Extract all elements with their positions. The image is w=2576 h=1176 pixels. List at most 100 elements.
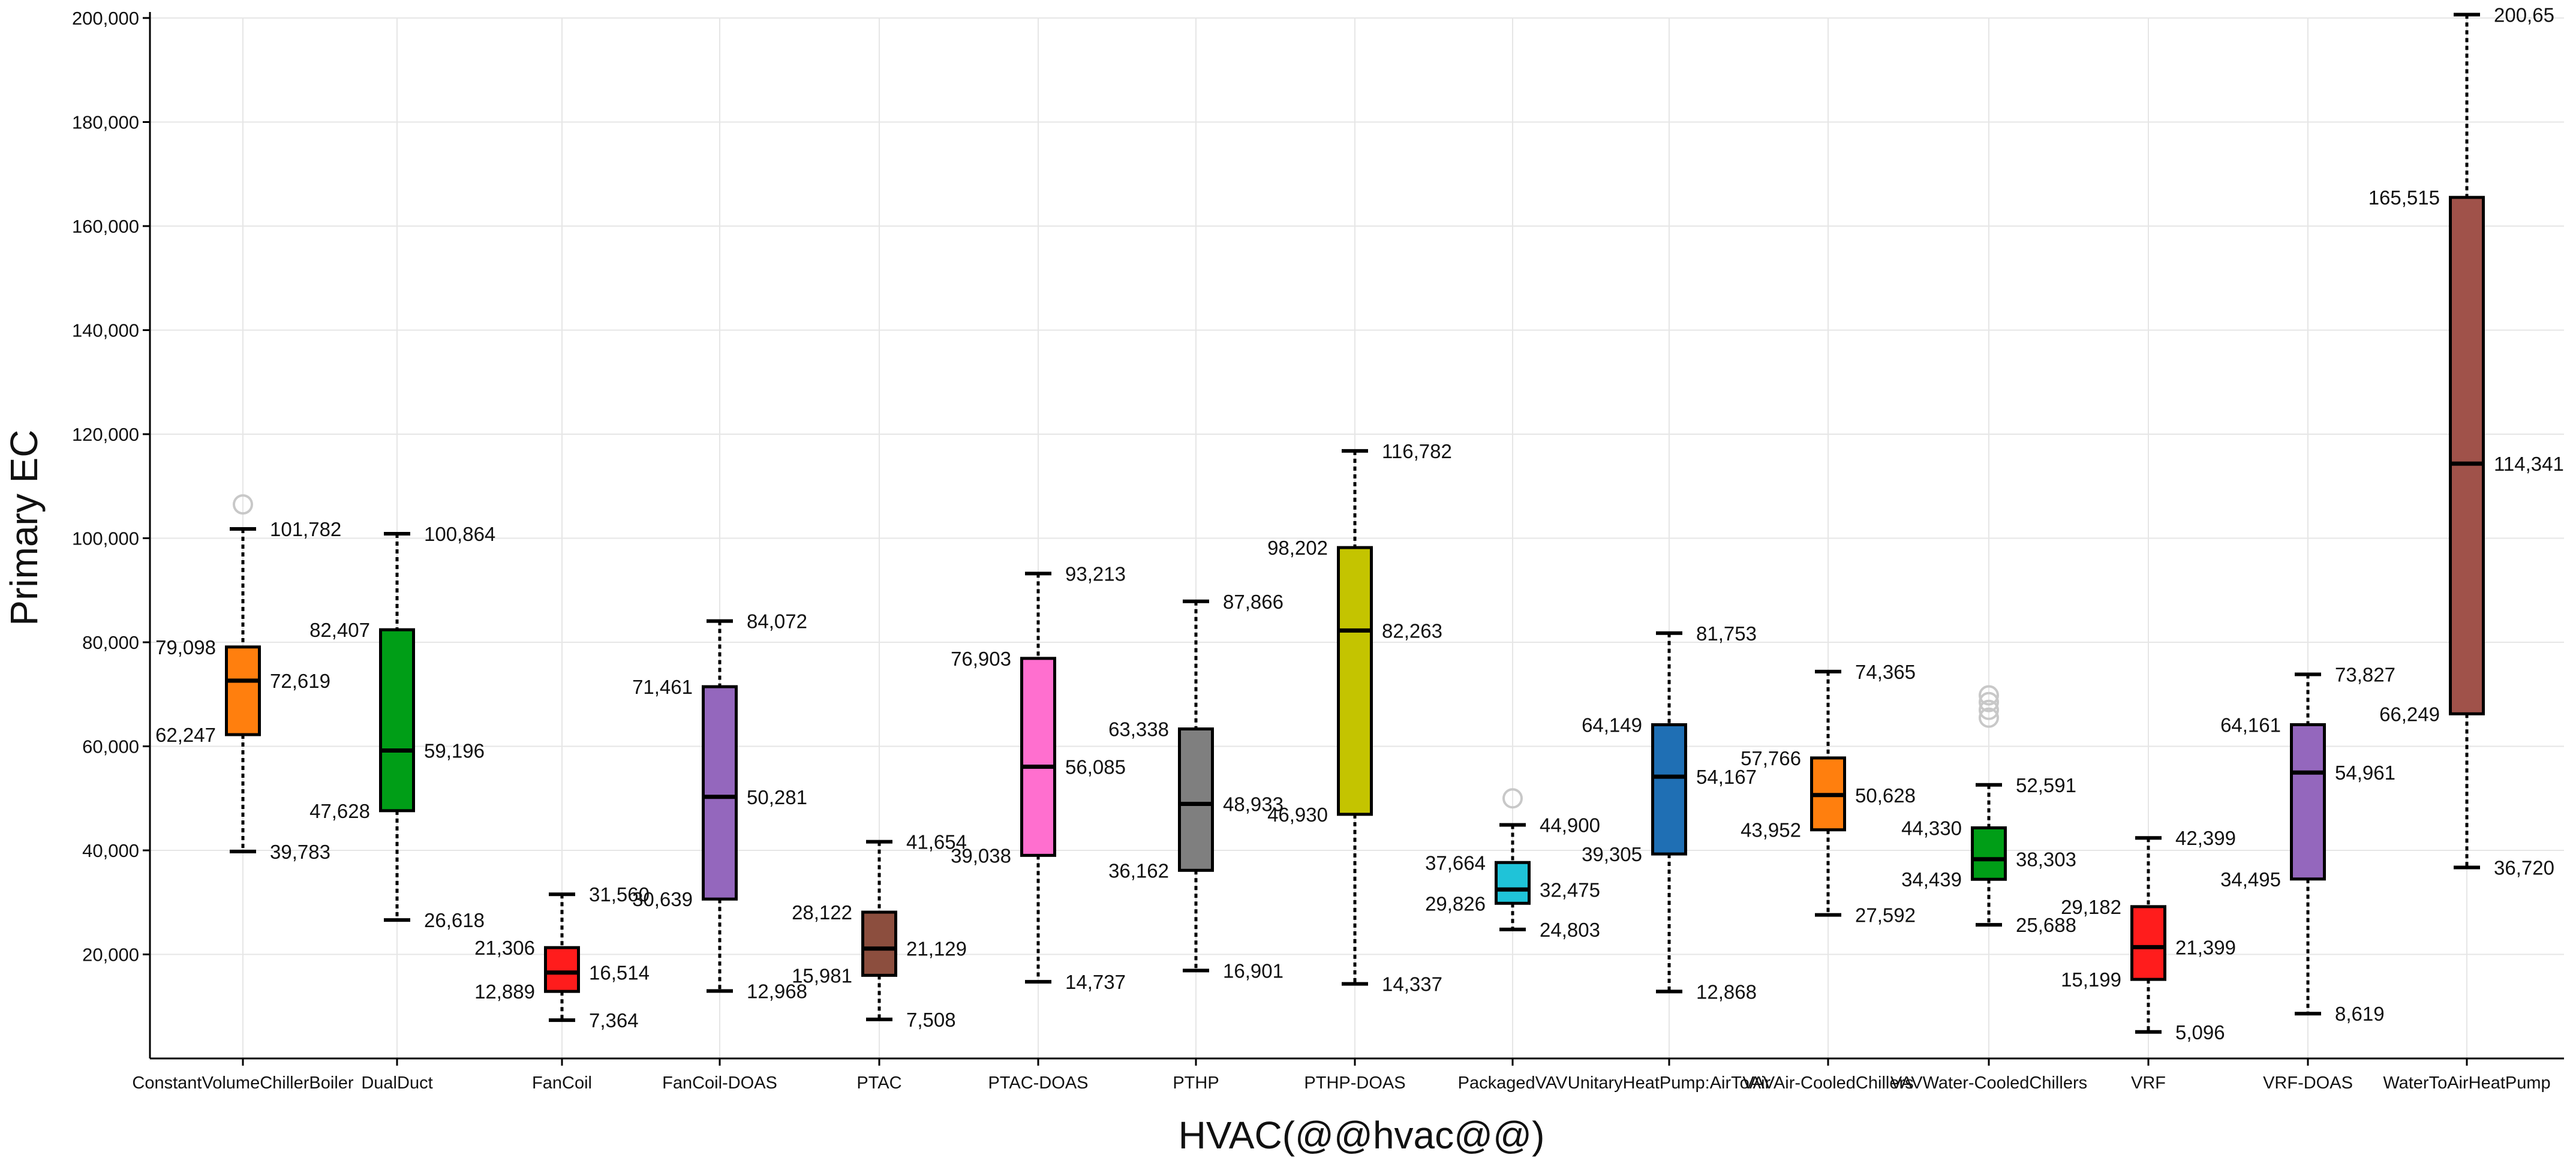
min-value-label: 24,803: [1540, 919, 1600, 941]
box-group: [1495, 788, 1531, 931]
x-tick-label: PTHP-DOAS: [1304, 1073, 1405, 1093]
median-value-label: 32,475: [1540, 879, 1600, 901]
outlier-point: [1979, 707, 1999, 728]
min-value-label: 26,618: [424, 909, 485, 931]
q1-value-label: 34,439: [1901, 868, 1962, 891]
q1-value-label: 12,889: [474, 980, 535, 1003]
q1-value-label: 66,249: [2379, 703, 2440, 725]
q3-value-label: 76,903: [951, 648, 1011, 670]
gridlines: [150, 17, 2564, 1058]
max-value-label: 44,900: [1540, 814, 1600, 836]
min-value-label: 16,901: [1223, 960, 1284, 982]
median-value-label: 59,196: [424, 739, 485, 762]
q1-value-label: 15,981: [792, 964, 852, 986]
x-tick-label: ConstantVolumeChillerBoiler: [132, 1073, 353, 1093]
q3-value-label: 79,098: [155, 636, 216, 658]
max-value-label: 200,65: [2494, 4, 2554, 26]
q3-value-label: 82,407: [309, 619, 370, 641]
min-value-label: 7,364: [589, 1009, 639, 1031]
box-group: [2130, 836, 2166, 1034]
max-value-label: 87,866: [1223, 591, 1284, 613]
y-tick-label: 100,000: [72, 528, 139, 549]
q3-value-label: 37,664: [1425, 852, 1486, 874]
value-labels: 101,782 39,783 72,619 79,098 62,247 100,864 26…: [155, 4, 2564, 1043]
x-tick-label: UnitaryHeatPump:AirToAir: [1568, 1073, 1771, 1093]
q1-value-label: 62,247: [155, 724, 216, 746]
median-value-label: 38,303: [2016, 849, 2076, 871]
q1-value-label: 39,305: [1582, 843, 1642, 865]
q3-value-label: 64,149: [1582, 714, 1642, 736]
median-value-label: 16,514: [589, 962, 650, 984]
max-value-label: 74,365: [1855, 661, 1916, 683]
iqr-box: [1178, 727, 1214, 872]
y-tick-label: 200,000: [72, 8, 139, 29]
q3-value-label: 57,766: [1741, 747, 1801, 769]
min-value-label: 39,783: [270, 841, 330, 863]
min-value-label: 14,337: [1382, 973, 1442, 995]
median-value-label: 82,263: [1382, 619, 1442, 642]
iqr-box: [379, 628, 415, 813]
iqr-box: [702, 685, 738, 901]
median-value-label: 21,399: [2175, 936, 2236, 958]
iqr-box: [1651, 723, 1687, 856]
q1-value-label: 43,952: [1741, 819, 1801, 841]
x-tick-label: FanCoil-DOAS: [662, 1073, 777, 1093]
iqr-box: [1971, 826, 2007, 881]
q1-value-label: 30,639: [632, 888, 693, 910]
q1-value-label: 15,199: [2061, 969, 2121, 991]
median-value-label: 21,129: [906, 938, 967, 960]
q1-value-label: 29,826: [1425, 892, 1486, 915]
x-tick-label: VAVAir-CooledChillers: [1742, 1073, 1913, 1093]
y-tick-label: 20,000: [82, 945, 139, 966]
q3-value-label: 64,161: [2220, 714, 2281, 736]
x-axis-title: HVAC(@@hvac@@): [1179, 1114, 1545, 1157]
max-value-label: 42,399: [2175, 827, 2236, 849]
y-axis-title: Primary EC: [2, 429, 46, 625]
q1-value-label: 34,495: [2220, 868, 2281, 891]
box-group: [1971, 685, 2007, 927]
min-value-label: 14,737: [1065, 971, 1126, 993]
x-tick-label: VRF: [2131, 1073, 2166, 1093]
q1-value-label: 39,038: [951, 844, 1011, 867]
y-tick-label: 180,000: [72, 112, 139, 133]
q1-value-label: 36,162: [1108, 859, 1169, 882]
median-value-label: 72,619: [270, 670, 330, 692]
axes: 20,000 40,000 60,000 80,000 100,000 120,000 14…: [72, 8, 2564, 1093]
box-group: [861, 840, 897, 1021]
box-group: [1337, 449, 1373, 986]
x-tick-label: FanCoil: [532, 1073, 592, 1093]
x-tick-label: WaterToAirHeatPump: [2383, 1073, 2550, 1093]
max-value-label: 73,827: [2335, 664, 2395, 686]
max-value-label: 101,782: [270, 518, 341, 540]
y-tick-label: 140,000: [72, 320, 139, 341]
max-value-label: 93,213: [1065, 563, 1126, 585]
x-tick-label: PackagedVAV: [1458, 1073, 1568, 1093]
y-tick-label: 40,000: [82, 840, 139, 861]
x-tick-label: VAVWater-CooledChillers: [1890, 1073, 2087, 1093]
min-value-label: 8,619: [2335, 1003, 2385, 1025]
min-value-label: 12,968: [747, 980, 807, 1003]
x-tick-label: DualDuct: [361, 1073, 432, 1093]
q3-value-label: 21,306: [474, 937, 535, 959]
max-value-label: 41,654: [906, 831, 967, 853]
min-value-label: 5,096: [2175, 1021, 2225, 1043]
y-tick-label: 60,000: [82, 736, 139, 757]
median-value-label: 56,085: [1065, 756, 1126, 778]
iqr-box: [1495, 861, 1531, 905]
median-value-label: 48,933: [1223, 793, 1284, 816]
median-value-label: 114,341: [2494, 453, 2564, 475]
max-value-label: 84,072: [747, 610, 807, 633]
box-group: [1178, 599, 1214, 973]
iqr-box: [1337, 546, 1373, 816]
boxes: [225, 13, 2485, 1034]
box-group: [702, 619, 738, 993]
box-group: [1020, 572, 1056, 984]
iqr-box: [1020, 657, 1056, 857]
median-value-label: 50,281: [747, 786, 807, 808]
q3-value-label: 28,122: [792, 901, 852, 924]
y-tick-label: 120,000: [72, 424, 139, 445]
max-value-label: 52,591: [2016, 774, 2076, 796]
box-group: [544, 892, 580, 1022]
box-group: [225, 494, 261, 853]
